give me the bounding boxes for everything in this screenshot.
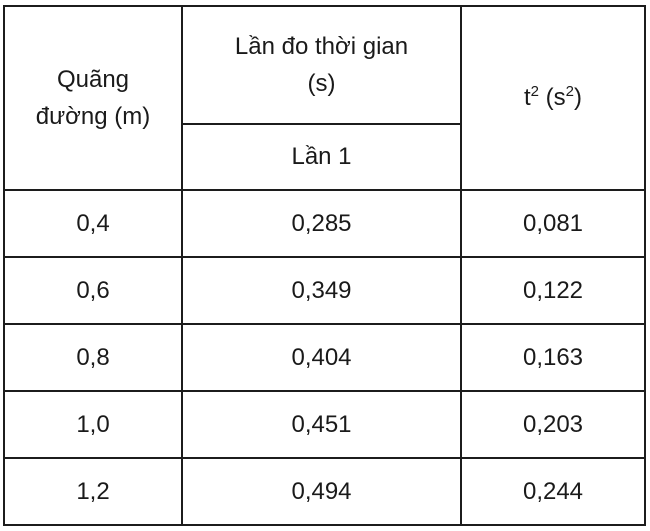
header-tsq-unit-close: ) [574,84,583,112]
header-tsq: t2 (s2) [460,5,646,191]
header-distance-line2: đường (m) [35,103,151,130]
cell-distance: 0,8 [3,323,183,392]
table-row: 1,0 0,451 0,203 [3,390,646,459]
cell-time: 0,494 [181,457,462,526]
cell-tsq: 0,081 [460,189,646,258]
cell-tsq: 0,122 [460,256,646,325]
header-distance-line1: Quãng [56,65,130,93]
cell-tsq: 0,244 [460,457,646,526]
table-row: 0,8 0,404 0,163 [3,323,646,392]
header-tsq-unit-open: (s [539,84,566,112]
cell-tsq: 0,203 [460,390,646,459]
header-trial: Lần 1 [181,123,462,191]
header-row: Quãng đường (m) Lần đo thời gian (s) t2 … [3,5,646,191]
cell-distance: 1,0 [3,390,183,459]
subheader-row: Lần 1 [4,123,645,191]
header-distance: Quãng đường (m) [3,5,183,191]
cell-time: 0,285 [181,189,462,258]
header-time: Lần đo thời gian (s) [181,5,462,125]
header-time-line2: (s) [307,70,336,97]
cell-tsq: 0,163 [460,323,646,392]
cell-time: 0,451 [181,390,462,459]
table-row: 0,6 0,349 0,122 [3,256,646,325]
header-tsq-base: t [523,84,531,112]
cell-time: 0,404 [181,323,462,392]
header-tsq-unit-exp: 2 [565,83,575,101]
table-row: 1,2 0,494 0,244 [3,457,646,526]
measurement-table: Quãng đường (m) Lần đo thời gian (s) t2 … [3,5,646,526]
cell-distance: 1,2 [3,457,183,526]
cell-distance: 0,4 [3,189,183,258]
cell-time: 0,349 [181,256,462,325]
header-tsq-exp: 2 [530,83,539,101]
cell-distance: 0,6 [3,256,183,325]
header-time-line1: Lần đo thời gian [234,32,409,60]
table-row: 0,4 0,285 0,081 [3,189,646,258]
